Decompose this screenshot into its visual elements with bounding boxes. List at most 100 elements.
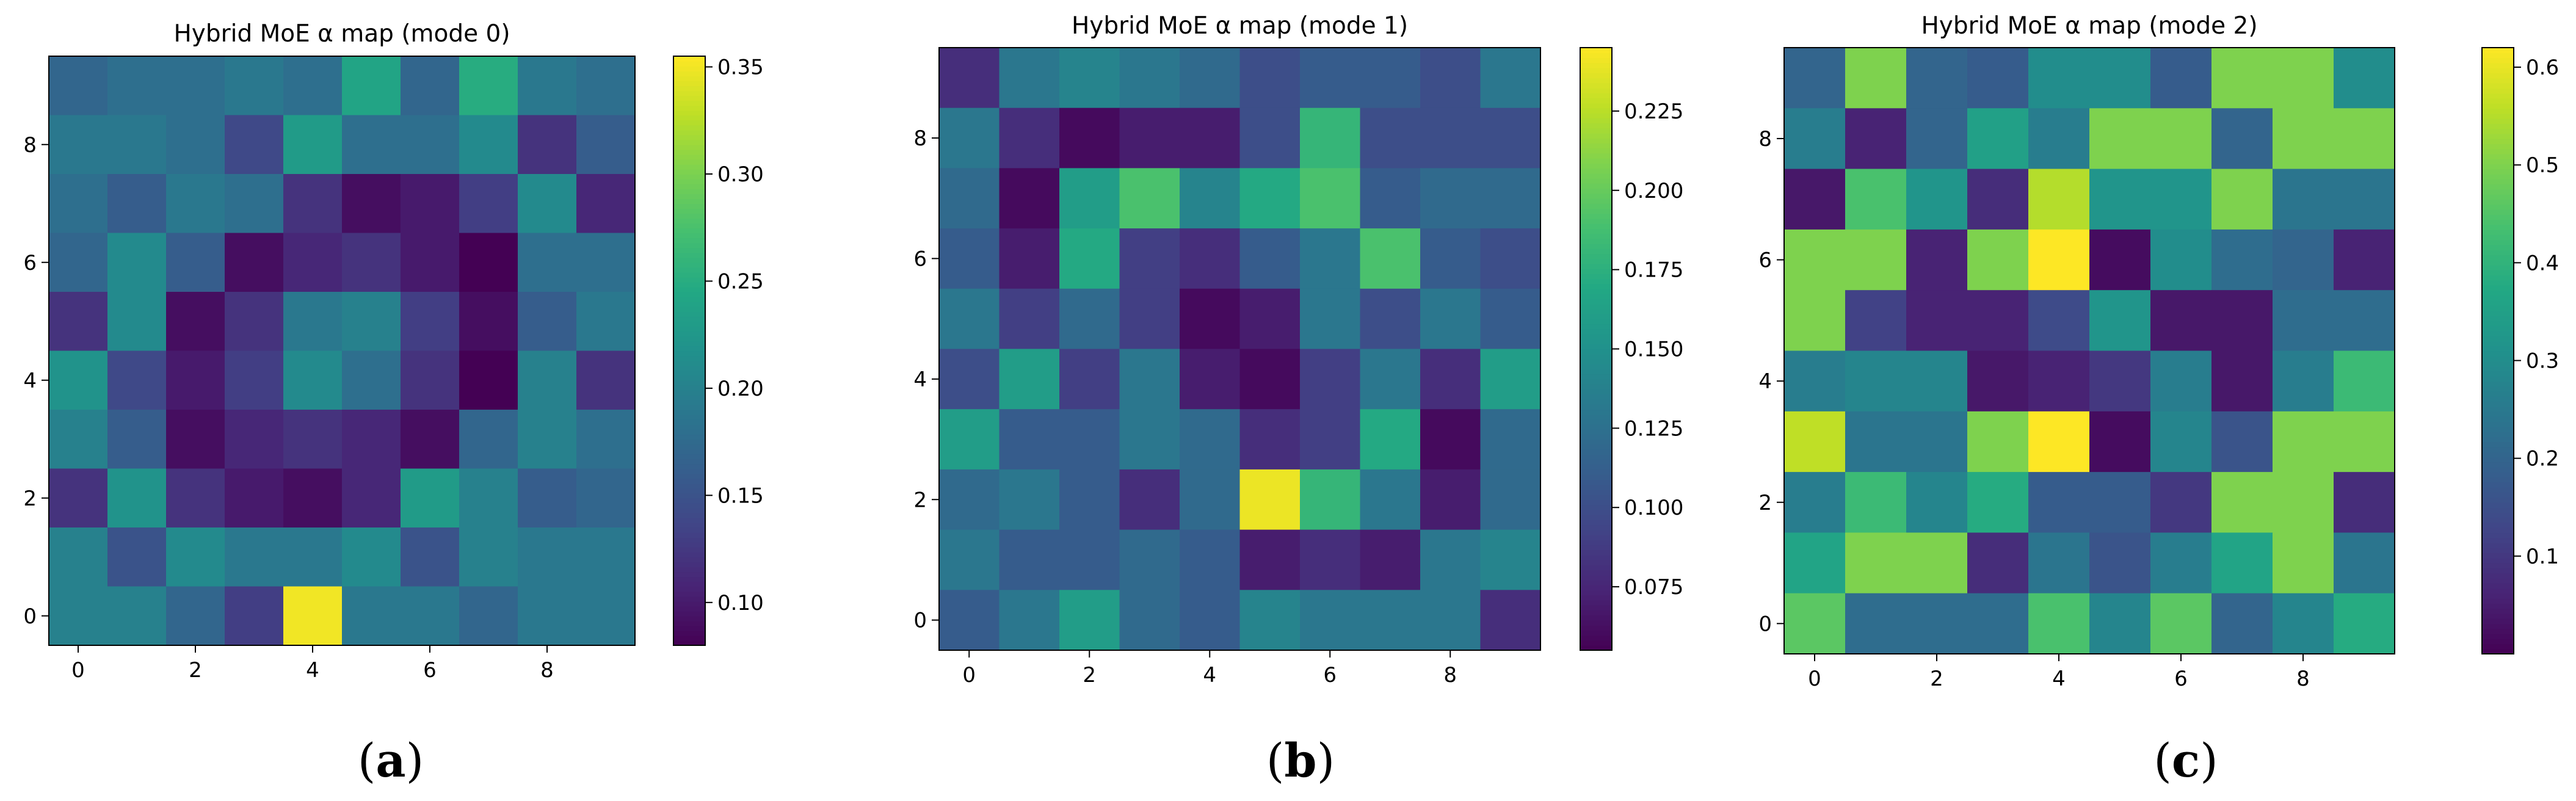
heatmap-cell bbox=[1845, 229, 1907, 291]
colorbar-band bbox=[1580, 324, 1612, 330]
heatmap-cell bbox=[1239, 469, 1301, 531]
colorbar-band bbox=[1580, 193, 1612, 199]
heatmap-cell bbox=[2273, 411, 2334, 473]
heatmap-cell bbox=[2334, 290, 2395, 352]
colorbar-band bbox=[673, 292, 705, 297]
heatmap-cell bbox=[1845, 532, 1907, 594]
panel-label-letter: c bbox=[2172, 733, 2200, 788]
x-tick-label: 0 bbox=[71, 658, 85, 683]
heatmap-cell bbox=[1420, 590, 1481, 651]
heatmap-cell bbox=[1300, 48, 1361, 109]
colorbar-band bbox=[2482, 57, 2514, 63]
heatmap-cell bbox=[107, 233, 167, 292]
chart-title: Hybrid MoE α map (mode 1) bbox=[1072, 12, 1408, 40]
heatmap-cell bbox=[49, 56, 108, 116]
heatmap-cell bbox=[2150, 229, 2212, 291]
colorbar-band bbox=[2482, 93, 2514, 99]
heatmap-cell bbox=[2273, 350, 2334, 412]
colorbar-band bbox=[2482, 532, 2514, 538]
colorbar-band bbox=[2482, 280, 2514, 286]
colorbar-band bbox=[2482, 386, 2514, 392]
colorbar-band bbox=[1580, 604, 1612, 611]
colorbar-band bbox=[1580, 208, 1612, 214]
colorbar-band bbox=[673, 247, 705, 253]
heatmap-cell bbox=[2334, 593, 2395, 654]
heatmap-cell bbox=[1180, 349, 1241, 410]
colorbar-band bbox=[1580, 545, 1612, 551]
colorbar-band bbox=[1580, 439, 1612, 445]
heatmap-cell bbox=[225, 586, 284, 646]
heatmap-cell bbox=[1300, 349, 1361, 410]
colorbar-band bbox=[673, 66, 705, 71]
colorbar-band bbox=[673, 203, 705, 209]
heatmap-cell bbox=[107, 115, 167, 175]
colorbar-band bbox=[1580, 288, 1612, 294]
colorbar-tick-label: 0.125 bbox=[1624, 416, 1683, 441]
heatmap-cell bbox=[576, 115, 636, 175]
heatmap-cell bbox=[1845, 290, 1907, 352]
colorbar-band bbox=[673, 640, 705, 646]
colorbar-band bbox=[1580, 183, 1612, 189]
heatmap-cell bbox=[518, 174, 577, 234]
colorbar-tick-label: 0.4 bbox=[2526, 251, 2559, 275]
colorbar-band bbox=[1580, 203, 1612, 209]
colorbar-band bbox=[673, 208, 705, 214]
heatmap-cell bbox=[1967, 472, 2029, 533]
colorbar-band bbox=[673, 110, 705, 116]
colorbar-band bbox=[673, 297, 705, 302]
heatmap-cell bbox=[1784, 48, 1846, 109]
colorbar-band bbox=[2482, 169, 2514, 175]
colorbar-band bbox=[2482, 406, 2514, 412]
heatmap-cell bbox=[1784, 169, 1846, 230]
colorbar-band bbox=[2482, 391, 2514, 397]
colorbar-band bbox=[1580, 308, 1612, 314]
heatmap-cell bbox=[1119, 168, 1180, 229]
heatmap-cell bbox=[2089, 229, 2151, 291]
heatmap-cell bbox=[1967, 229, 2029, 291]
heatmap-cell bbox=[576, 174, 636, 234]
heatmap-panel-b: Hybrid MoE α map (mode 1) 0 2 4 6 8 0 2 4 6 8 0.075… bbox=[913, 12, 1683, 788]
colorbar-band bbox=[2482, 437, 2514, 443]
colorbar-band bbox=[673, 576, 705, 582]
y-tick-label: 0 bbox=[913, 609, 927, 633]
colorbar-band bbox=[673, 286, 705, 292]
colorbar-band bbox=[673, 365, 705, 371]
colorbar-band bbox=[1580, 198, 1612, 204]
colorbar-tick-label: 0.3 bbox=[2526, 349, 2559, 374]
heatmap-cell bbox=[2211, 593, 2273, 654]
colorbar-band bbox=[2482, 608, 2514, 614]
colorbar-band bbox=[1580, 534, 1612, 540]
colorbar-band bbox=[673, 552, 705, 558]
colorbar-band bbox=[673, 95, 705, 101]
colorbar-band bbox=[1580, 238, 1612, 244]
colorbar-band bbox=[673, 410, 705, 415]
heatmap-cell bbox=[1119, 349, 1180, 410]
heatmap-cell bbox=[1480, 228, 1541, 289]
colorbar-band bbox=[1580, 339, 1612, 345]
colorbar-band bbox=[2482, 527, 2514, 534]
colorbar-band bbox=[1580, 409, 1612, 415]
heatmap-cell bbox=[1906, 350, 1968, 412]
heatmap-cell bbox=[401, 350, 460, 410]
colorbar-band bbox=[1580, 645, 1612, 651]
colorbar-band bbox=[2482, 118, 2514, 124]
colorbar-band bbox=[1580, 574, 1612, 581]
colorbar-band bbox=[1580, 374, 1612, 380]
colorbar-tick-label: 0.225 bbox=[1624, 100, 1683, 124]
colorbar-band bbox=[2482, 633, 2514, 639]
colorbar-band bbox=[1580, 424, 1612, 430]
heatmap-cell bbox=[1784, 350, 1846, 412]
colorbar-band bbox=[1580, 57, 1612, 63]
heatmap-cell bbox=[459, 233, 518, 292]
heatmap-cell bbox=[2211, 532, 2273, 594]
heatmap-cell bbox=[49, 350, 108, 410]
colorbar-band bbox=[2482, 300, 2514, 306]
colorbar-band bbox=[673, 532, 705, 538]
heatmap-cell bbox=[1300, 107, 1361, 169]
heatmap-cell bbox=[939, 48, 1000, 109]
colorbar-band bbox=[2482, 204, 2514, 210]
colorbar-band bbox=[1580, 559, 1612, 565]
heatmap-cell bbox=[939, 409, 1000, 470]
colorbar-band bbox=[673, 252, 705, 258]
colorbar-band bbox=[1580, 579, 1612, 585]
